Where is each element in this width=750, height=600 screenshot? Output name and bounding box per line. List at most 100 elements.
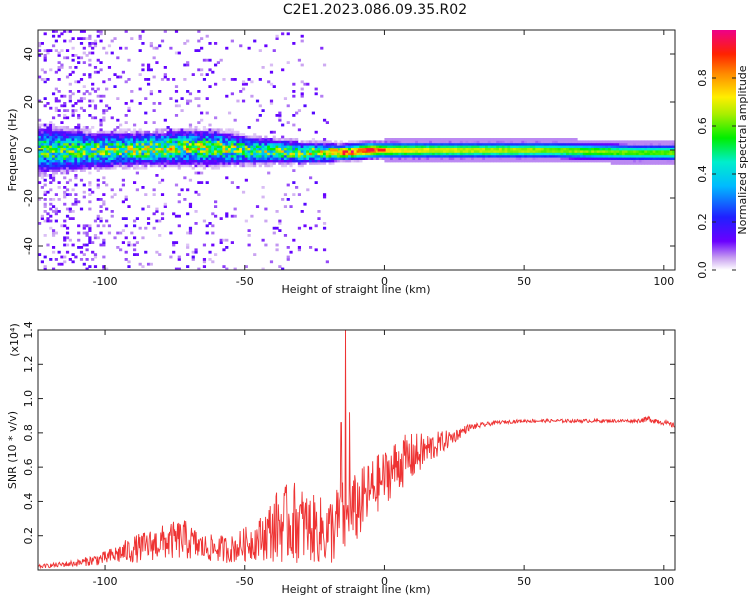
spectrogram-cell: [197, 121, 201, 124]
spectrogram-cell: [630, 159, 634, 163]
spectrogram-cell: [158, 128, 162, 132]
spectrogram-cell: [46, 126, 50, 129]
spectrogram-cell: [325, 150, 329, 153]
spectrogram-cell: [146, 159, 151, 163]
spectrogram-cell: [493, 157, 497, 160]
spectrogram-cell: [431, 157, 436, 160]
spectrogram-cell: [211, 157, 215, 160]
spectrogram-cell: [141, 207, 145, 211]
spectrogram-cell: [443, 154, 447, 158]
spectrogram-cell: [124, 157, 128, 160]
spectrogram-cell: [166, 130, 170, 134]
spectrogram-cell: [107, 164, 112, 168]
spectrogram-cell: [116, 126, 120, 129]
spectrogram-cell: [38, 99, 42, 103]
spectrogram-cell: [65, 154, 70, 158]
spectrogram-cell: [40, 152, 44, 156]
spectrogram-cell: [515, 157, 519, 160]
spectrogram-cell: [303, 147, 307, 151]
spectrogram-cell: [71, 253, 75, 256]
spectrogram-cell: [155, 135, 159, 139]
colorbar-label: Normalized spectral amplitude: [736, 65, 749, 234]
spectrogram-cell: [202, 157, 207, 160]
spectrogram-cell: [239, 138, 243, 141]
spectrogram-cell: [535, 157, 539, 160]
spectrogram-cell: [205, 181, 209, 184]
spectrogram-cell: [233, 135, 237, 139]
spectrogram-cell: [102, 46, 106, 50]
spectrogram-cell: [412, 157, 416, 160]
spectrogram-cell: [345, 142, 349, 146]
spectrogram-cell: [661, 157, 665, 160]
spectrogram-cell: [158, 135, 162, 139]
spectrogram-cell: [202, 150, 207, 153]
spectrogram-cell: [619, 145, 623, 148]
spectrogram-cell: [566, 145, 570, 148]
spectrogram-cell: [91, 152, 95, 156]
spectrogram-cell: [272, 138, 276, 141]
spectrogram-cell: [607, 154, 612, 158]
snr-y-label: SNR (10 * v/v): [6, 411, 19, 489]
y-tick-label: 1.4: [22, 321, 35, 339]
spectrogram-cell: [214, 147, 218, 151]
spectrogram-cell: [476, 145, 480, 148]
spectrogram-cell: [222, 78, 226, 81]
spectrogram-cell: [663, 162, 668, 165]
spectrogram-cell: [387, 142, 391, 146]
spectrogram-cell: [46, 157, 50, 160]
spectrogram-cell: [180, 145, 184, 148]
spectrogram-cell: [208, 258, 212, 261]
spectrogram-cell: [166, 135, 170, 139]
spectrogram-cell: [571, 154, 575, 158]
spectrogram-cell: [144, 130, 148, 134]
spectrogram-cell: [292, 157, 296, 160]
spectrogram-cell: [574, 145, 578, 148]
spectrogram-cell: [174, 128, 179, 132]
spectrogram-cell: [398, 145, 402, 148]
spectrogram-cell: [110, 138, 114, 141]
spectrogram-cell: [451, 145, 455, 148]
spectrogram-cell: [479, 138, 483, 141]
spectrogram-cell: [426, 138, 430, 141]
spectrogram-cell: [554, 147, 559, 151]
spectrogram-cell: [521, 142, 525, 146]
snr-frame: [37, 329, 676, 571]
spectrogram-cell: [197, 133, 201, 136]
spectrogram-cell: [507, 159, 511, 163]
spectrogram-cell: [211, 231, 215, 235]
spectrogram-cell: [99, 61, 103, 64]
spectrogram-cell: [498, 157, 503, 160]
spectrogram-cell: [336, 142, 341, 146]
spectrogram-cell: [127, 128, 131, 132]
spectrogram-cell: [638, 162, 642, 165]
spectrogram-cell: [93, 253, 98, 256]
spectrogram-cell: [607, 152, 612, 156]
spectrogram-cell: [283, 157, 288, 160]
spectrogram-cell: [82, 30, 86, 33]
spectrogram-cell: [71, 243, 75, 247]
spectrogram-cell: [281, 68, 285, 72]
spectrogram-cell: [292, 154, 296, 158]
spectrogram-cell: [214, 116, 218, 120]
spectrogram-cell: [146, 133, 151, 136]
spectrogram-cell: [43, 97, 47, 100]
spectrogram-cell: [269, 99, 274, 103]
spectrogram-cell: [102, 166, 106, 170]
spectrogram-cell: [219, 157, 223, 160]
spectrogram-cell: [267, 154, 271, 158]
spectrogram-cell: [77, 140, 81, 144]
spectrogram-cell: [91, 82, 95, 86]
spectrogram-cell: [155, 61, 159, 64]
spectrogram-cell: [155, 46, 159, 50]
spectrogram-cell: [169, 135, 173, 139]
spectrogram-cell: [105, 87, 109, 91]
spectrogram-cell: [401, 154, 405, 158]
spectrogram-cell: [88, 154, 92, 158]
spectrogram-cell: [43, 138, 47, 141]
spectrogram-cell: [445, 140, 450, 144]
spectrogram-cell: [420, 152, 424, 156]
spectrogram-cell: [141, 30, 145, 33]
spectrogram-cell: [149, 140, 153, 144]
spectrogram-cell: [378, 154, 383, 158]
colorbar-tick-label: 0.0: [696, 261, 709, 279]
